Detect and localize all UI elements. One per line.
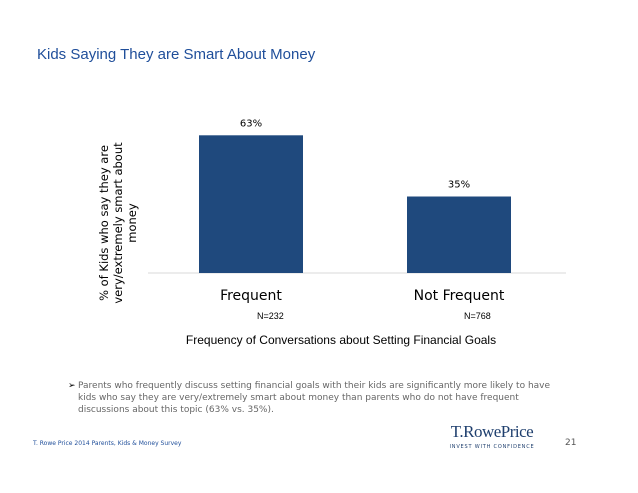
arrow-bullet-icon: ➢ (68, 381, 76, 391)
x-axis-title-wrap: Frequency of Conversations about Setting… (0, 333, 638, 347)
y-axis-label-wrap: % of Kids who say they are very/extremel… (88, 138, 148, 308)
bullet-text: Parents who frequently discuss setting f… (78, 381, 551, 415)
t-rowe-price-logo: T.RowePrice INVEST WITH CONFIDENCE (438, 422, 546, 460)
bar-frequent (199, 135, 303, 273)
x-tick-frequent: Frequent (220, 288, 282, 304)
logo-name: T.RowePrice (450, 422, 534, 441)
bullet-point: ➢ Parents who frequently discuss setting… (68, 380, 568, 416)
data-label-not-frequent: 35% (448, 180, 470, 191)
bar-not-frequent (407, 196, 511, 273)
footer-source: T. Rowe Price 2014 Parents, Kids & Money… (33, 440, 182, 447)
x-axis-title: Frequency of Conversations about Setting… (185, 333, 497, 347)
x-tick-not-frequent: Not Frequent (414, 288, 505, 304)
y-axis-label: % of Kids who say they are very/extremel… (97, 142, 139, 304)
data-label-frequent: 63% (240, 118, 262, 129)
slide-title: Kids Saying They are Smart About Money (37, 46, 316, 63)
logo-tagline: INVEST WITH CONFIDENCE (449, 444, 535, 450)
page-number: 21 (565, 438, 577, 448)
sample-size-frequent: N=232 (257, 311, 284, 321)
sample-size-not-frequent: N=768 (464, 311, 491, 321)
